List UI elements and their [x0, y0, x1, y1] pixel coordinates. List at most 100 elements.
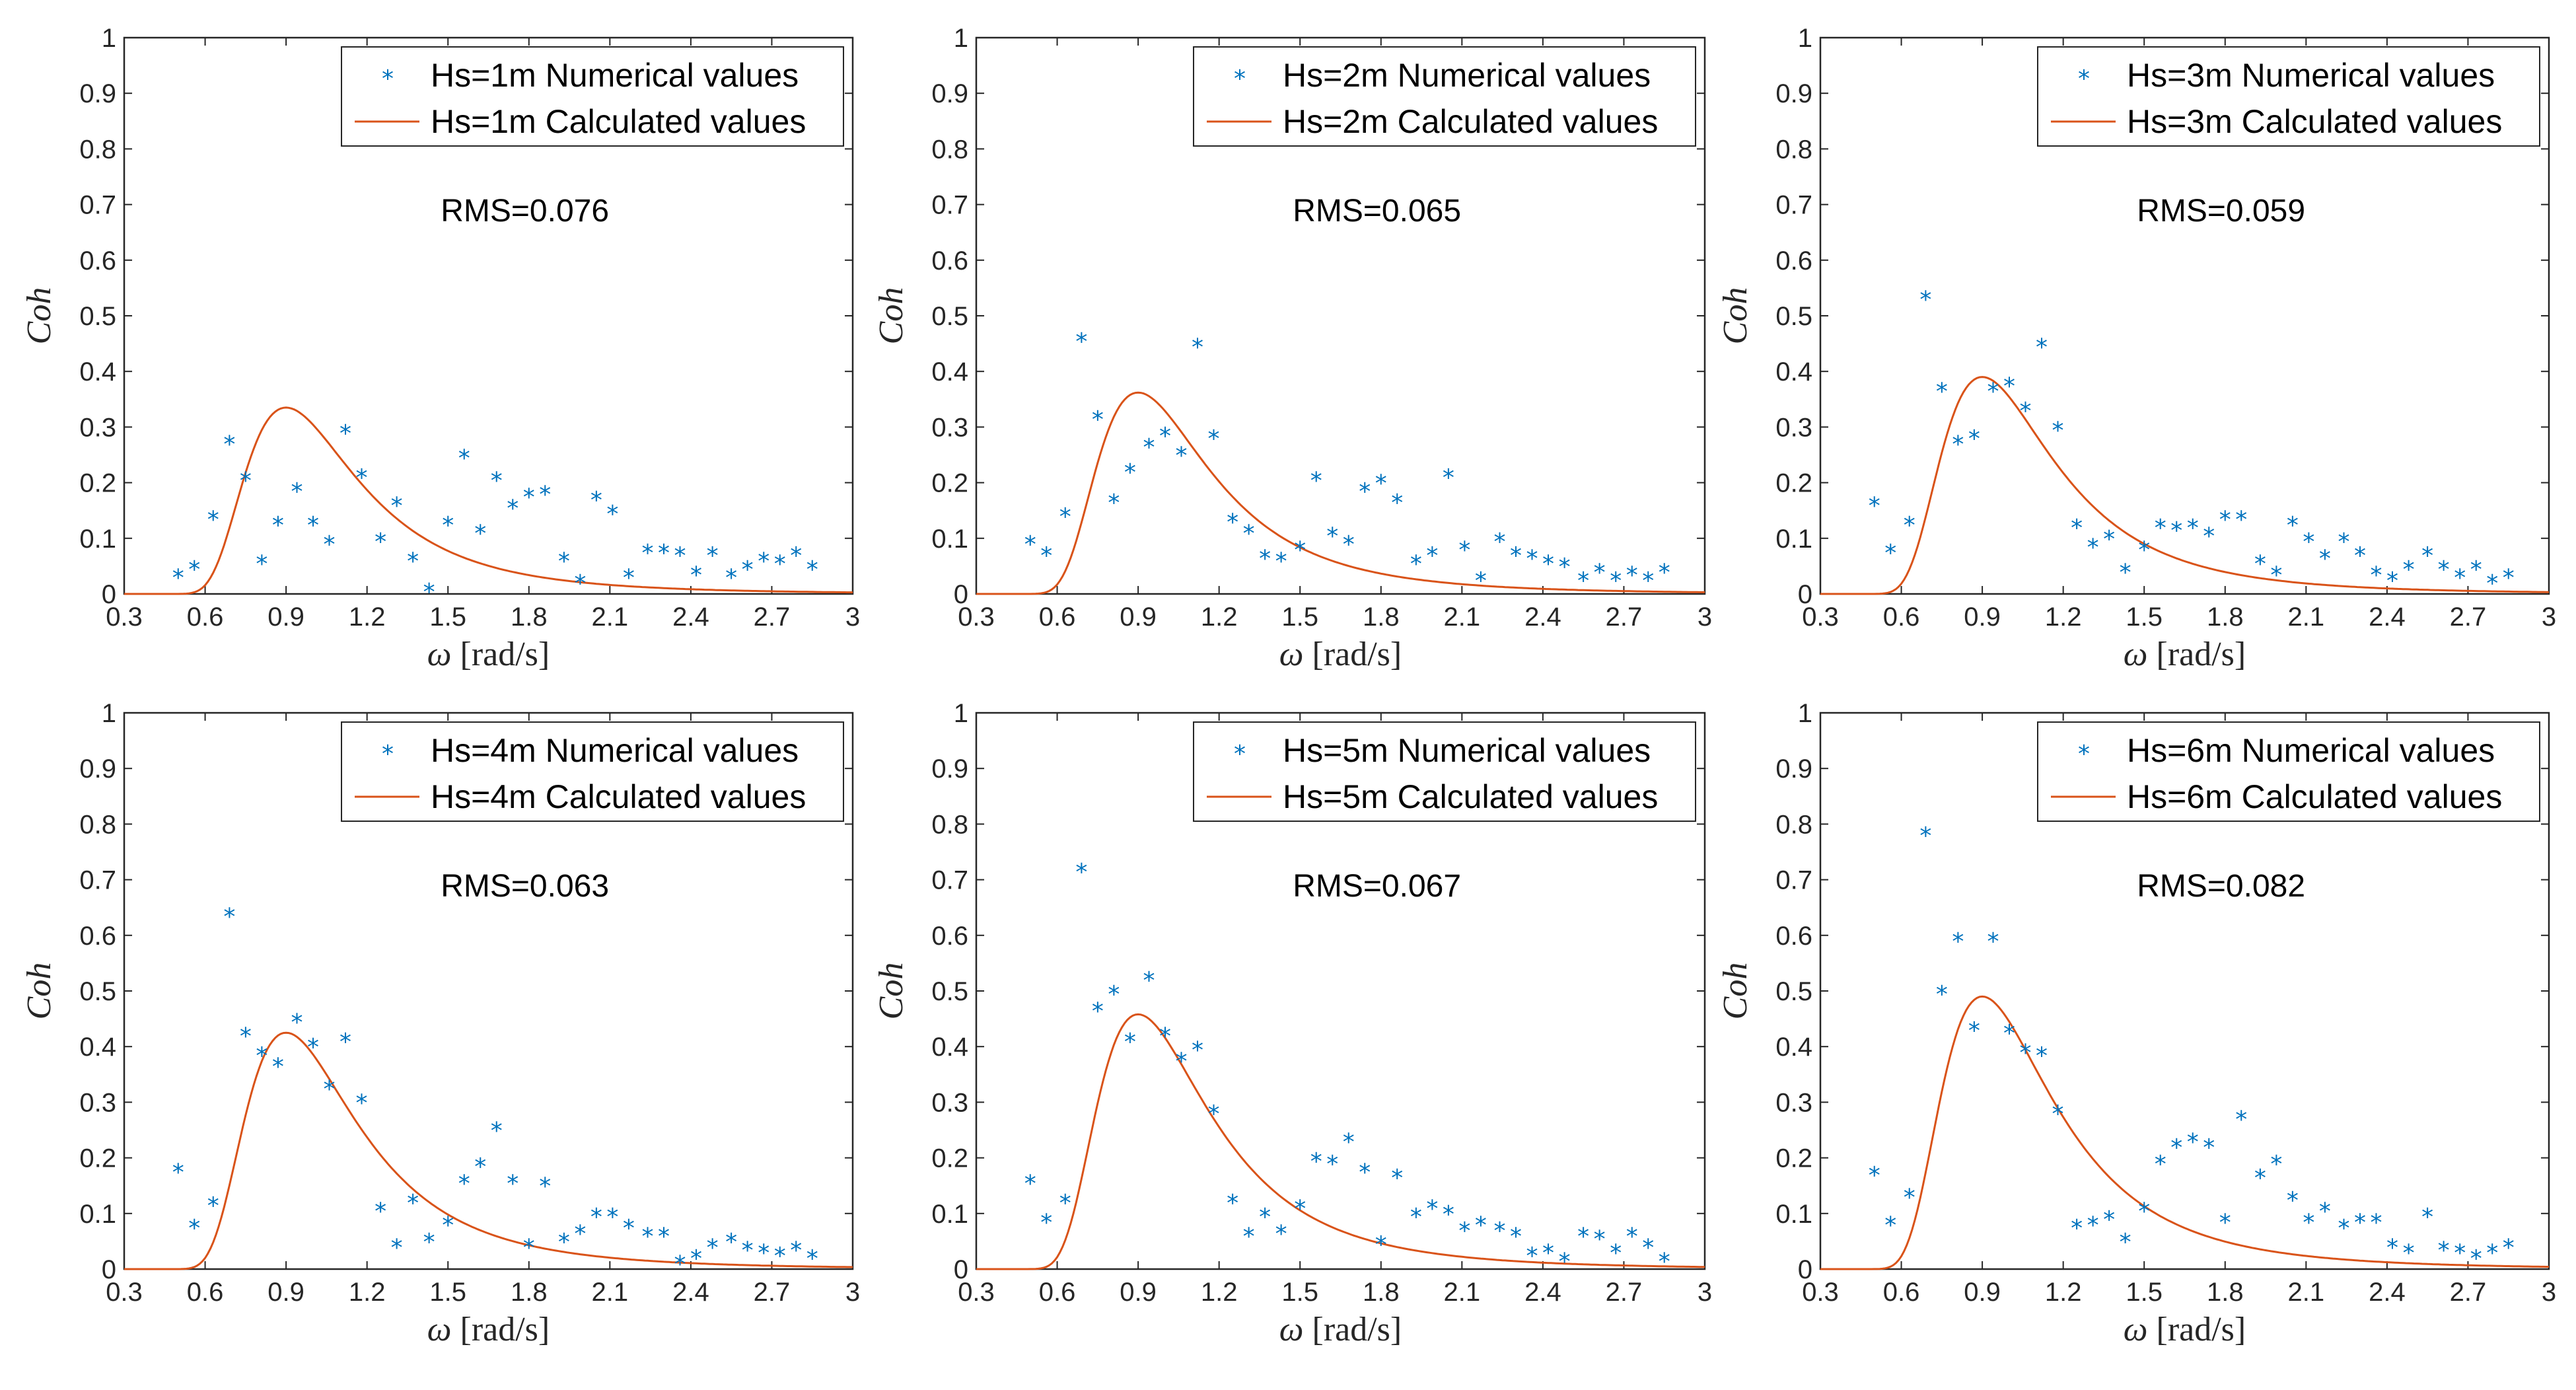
numerical-point: * — [1310, 467, 1322, 494]
x-tick-label: 1.5 — [1281, 603, 1318, 632]
y-tick-label: 0.4 — [931, 357, 968, 386]
x-tick-label: 1.5 — [1281, 1278, 1318, 1307]
legend-marker-numerical: * — [1234, 741, 1246, 768]
y-tick-label: 0 — [102, 1255, 116, 1284]
legend-label-numerical: Hs=1m Numerical values — [431, 57, 799, 94]
numerical-point: * — [2319, 1198, 2331, 1225]
numerical-point: * — [1968, 425, 1980, 453]
numerical-point: * — [1577, 1223, 1589, 1250]
numerical-point: * — [2187, 1128, 2199, 1155]
numerical-point: * — [1227, 509, 1238, 536]
y-tick-label: 0.1 — [79, 1200, 116, 1229]
numerical-point: * — [507, 495, 519, 522]
numerical-point: * — [606, 501, 618, 528]
x-tick-label: 2.7 — [1606, 1278, 1643, 1307]
numerical-point: * — [2071, 1215, 2083, 1242]
numerical-point: * — [774, 1243, 786, 1270]
numerical-point: * — [1494, 529, 1506, 556]
y-tick-label: 0.9 — [79, 754, 116, 784]
legend-label-calculated: Hs=5m Calculated values — [1283, 778, 1658, 815]
subplot-5: 0.3 0.6 0.9 1.2 1.5 1.8 2.1 2.4 2.7 3 0 0.1 0.2 0.3 0.… — [873, 699, 1712, 1348]
numerical-point: * — [240, 1023, 252, 1050]
y-tick-label: 0.3 — [931, 1088, 968, 1117]
y-tick-label: 0 — [1798, 580, 1812, 609]
y-tick-label: 0.9 — [1775, 79, 1812, 108]
subplot-2: 0.3 0.6 0.9 1.2 1.5 1.8 2.1 2.4 2.7 3 0 0.1 0.2 0.3 0.… — [873, 24, 1712, 673]
numerical-point: * — [725, 1229, 737, 1256]
numerical-point: * — [1391, 490, 1403, 517]
y-tick-label: 0.2 — [1775, 1144, 1812, 1173]
numerical-point: * — [2103, 1206, 2115, 1233]
y-tick-label: 0.2 — [931, 1144, 968, 1173]
numerical-point: * — [256, 551, 268, 578]
numerical-point: * — [574, 570, 586, 597]
numerical-point: * — [2170, 1134, 2182, 1161]
numerical-point: * — [2003, 1020, 2015, 1047]
x-tick-label: 2.4 — [672, 1278, 709, 1307]
x-tick-label: 1.2 — [1201, 1278, 1238, 1307]
numerical-point: * — [1310, 1148, 1322, 1175]
numerical-point: * — [1207, 1101, 1219, 1128]
y-tick-label: 0.7 — [1775, 866, 1812, 895]
numerical-point: * — [1559, 1248, 1571, 1275]
rms-label: RMS=0.076 — [441, 194, 609, 229]
legend-box — [2037, 721, 2540, 822]
subplot-4: 0.3 0.6 0.9 1.2 1.5 1.8 2.1 2.4 2.7 3 0 0.1 0.2 0.3 0.… — [20, 699, 860, 1348]
y-axis-label: Coh — [873, 963, 910, 1020]
legend-marker-numerical: * — [382, 65, 394, 92]
numerical-point: * — [558, 548, 570, 575]
numerical-point: * — [658, 540, 670, 567]
calculated-curve — [124, 1031, 853, 1270]
numerical-point: * — [491, 467, 503, 494]
x-axis-label: ω [rad/s] — [427, 636, 550, 673]
numerical-point: * — [407, 548, 419, 575]
numerical-point: * — [2270, 562, 2282, 589]
legend-label-calculated: Hs=2m Calculated values — [1283, 103, 1658, 140]
subplot-6: 0.3 0.6 0.9 1.2 1.5 1.8 2.1 2.4 2.7 3 0 0.1 0.2 0.3 0.… — [1717, 699, 2556, 1348]
numerical-point: * — [2019, 1040, 2031, 1067]
x-axis-label: ω [rad/s] — [2124, 1311, 2246, 1348]
legend-box — [2037, 46, 2540, 147]
legend-label-numerical: Hs=4m Numerical values — [431, 732, 799, 769]
y-tick-label: 0.5 — [1775, 977, 1812, 1006]
y-tick-label: 0.9 — [931, 754, 968, 784]
y-tick-label: 0.4 — [1775, 1033, 1812, 1062]
numerical-point: * — [2036, 1042, 2048, 1070]
y-axis-label: Coh — [20, 287, 58, 345]
numerical-point: * — [1475, 567, 1487, 595]
numerical-point: * — [1626, 562, 1638, 589]
numerical-point: * — [272, 1054, 284, 1081]
x-tick-label: 2.1 — [592, 603, 629, 632]
x-tick-label: 1.2 — [1201, 603, 1238, 632]
numerical-point: * — [1359, 1159, 1371, 1187]
numerical-point: * — [1375, 1231, 1387, 1259]
x-tick-label: 0.9 — [1964, 1278, 2001, 1307]
numerical-point: * — [2470, 1245, 2482, 1272]
numerical-point: * — [674, 1251, 686, 1278]
x-tick-label: 1.5 — [2126, 603, 2163, 632]
x-tick-label: 0.3 — [106, 603, 143, 632]
y-tick-label: 0.6 — [931, 922, 968, 951]
numerical-point: * — [1494, 1218, 1506, 1245]
y-tick-label: 0.7 — [1775, 191, 1812, 220]
numerical-point: * — [1075, 859, 1087, 886]
x-tick-label: 3 — [1698, 603, 1712, 632]
y-tick-label: 0.2 — [931, 469, 968, 498]
numerical-point: * — [1275, 548, 1287, 575]
numerical-point: * — [1443, 464, 1454, 492]
legend-label-calculated: Hs=4m Calculated values — [431, 778, 806, 815]
numerical-point: * — [1919, 823, 1931, 850]
numerical-point: * — [2052, 1101, 2063, 1128]
numerical-point: * — [2338, 1215, 2350, 1242]
legend-marker-numerical: * — [382, 741, 394, 768]
numerical-point: * — [1092, 998, 1104, 1025]
y-tick-label: 1 — [954, 24, 968, 53]
rms-label: RMS=0.065 — [1293, 194, 1461, 229]
numerical-point: * — [291, 1009, 303, 1036]
subplot-1: 0.3 0.6 0.9 1.2 1.5 1.8 2.1 2.4 2.7 3 0 0.1 0.2 0.3 0.… — [20, 24, 860, 673]
numerical-point: * — [442, 512, 454, 539]
x-tick-label: 0.3 — [1802, 1278, 1839, 1307]
x-tick-label: 1.8 — [2207, 1278, 2244, 1307]
numerical-point: * — [355, 464, 367, 492]
numerical-point: * — [1919, 287, 1931, 314]
